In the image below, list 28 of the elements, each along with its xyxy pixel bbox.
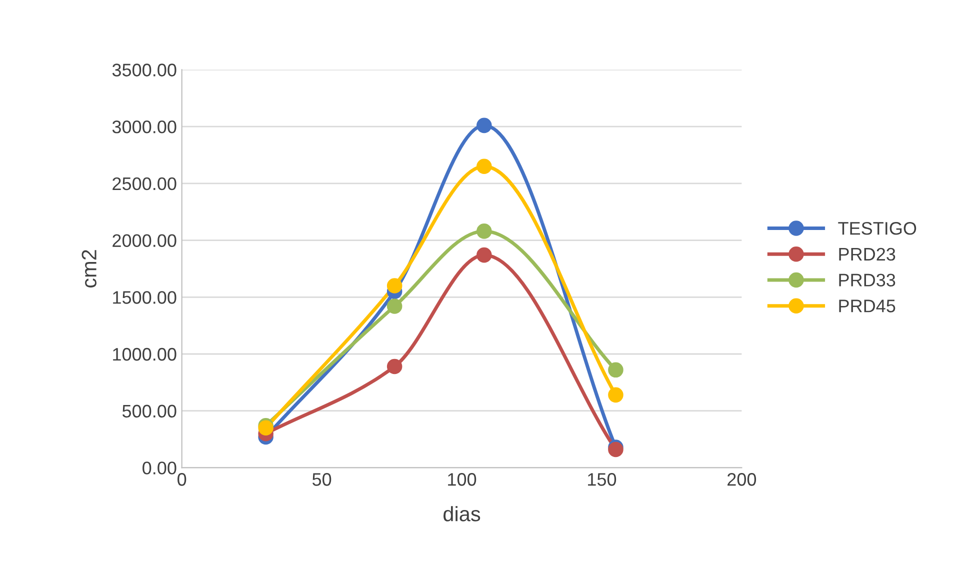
x-axis-title: dias	[444, 506, 480, 522]
y-tick-label: 3000.00	[112, 120, 176, 134]
y-tick-label: 2500.00	[112, 177, 176, 190]
point	[476, 247, 492, 263]
x-tick-label: 200	[728, 473, 756, 486]
point	[476, 118, 492, 134]
point	[476, 158, 492, 174]
x-tick-label: 50	[312, 473, 332, 486]
y-tick-label: 3500.00	[112, 64, 176, 76]
y-tick-label: 500.00	[122, 404, 176, 418]
x-tick-label: 150	[588, 473, 616, 486]
point	[386, 358, 402, 374]
y-tick-label: 1500.00	[113, 291, 176, 304]
legend-label: PRD45	[839, 300, 896, 312]
point	[386, 278, 402, 294]
y-axis-title: cm2	[82, 250, 96, 288]
y-tick-label: 0.00	[142, 462, 176, 474]
y-tick-label: 1000.00	[113, 348, 176, 361]
x-tick-label: 100	[448, 473, 476, 486]
legend-label: TESTIGO	[838, 222, 916, 235]
legend-label: PRD23	[839, 248, 896, 261]
y-tick-label: 2000.00	[112, 234, 176, 248]
point	[608, 387, 624, 403]
x-tick-label: 0	[178, 473, 186, 486]
legend-label: PRD33	[839, 274, 896, 286]
point	[386, 298, 402, 314]
point	[476, 224, 492, 239]
point	[608, 362, 624, 378]
